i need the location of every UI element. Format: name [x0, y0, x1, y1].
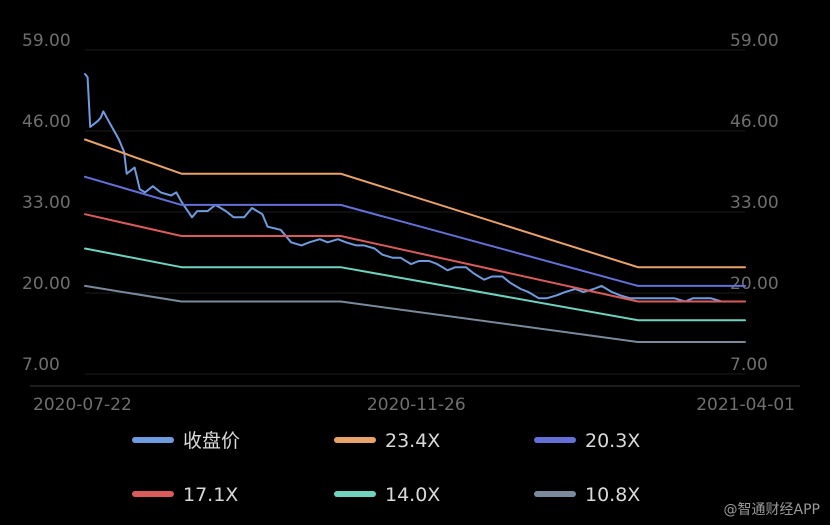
legend: 收盘价 23.4X 20.3X 17.1X 14.0X 10.8X	[132, 430, 640, 506]
series-line-0	[84, 73, 746, 303]
legend-label: 17.1X	[183, 484, 238, 506]
series-line-5	[84, 284, 746, 343]
legend-label: 23.4X	[385, 430, 440, 452]
y-tick-label-right: 20.00	[730, 274, 779, 294]
legend-label: 20.3X	[585, 430, 640, 452]
y-axis-left: 59.00 46.00 33.00 20.00 7.00	[22, 31, 71, 375]
watermark-text: @智通财经APP	[724, 502, 820, 518]
legend-label: 收盘价	[183, 430, 240, 452]
y-tick-label-right: 7.00	[730, 355, 768, 375]
y-tick-label-left: 46.00	[22, 112, 71, 132]
legend-label: 10.8X	[585, 484, 640, 506]
grid-lines	[85, 49, 745, 375]
x-tick-label: 2020-11-26	[367, 395, 466, 415]
y-tick-label-left: 7.00	[22, 355, 60, 375]
x-tick-label: 2020-07-22	[33, 395, 132, 415]
series-line-2	[84, 175, 746, 287]
y-tick-label-right: 46.00	[730, 112, 779, 132]
y-tick-label-right: 33.00	[730, 193, 779, 213]
series-line-1	[84, 138, 746, 269]
y-tick-label-left: 33.00	[22, 193, 71, 213]
x-tick-label: 2021-04-01	[696, 395, 795, 415]
y-axis-right: 59.00 46.00 33.00 20.00 7.00	[730, 31, 779, 375]
series-line-3	[84, 213, 746, 303]
x-axis: 2020-07-22 2020-11-26 2021-04-01	[30, 385, 800, 415]
y-tick-label-left: 20.00	[22, 274, 71, 294]
y-tick-label-left: 59.00	[22, 31, 71, 51]
legend-label: 14.0X	[385, 484, 440, 506]
series-lines	[84, 73, 746, 343]
y-tick-label-right: 59.00	[730, 31, 779, 51]
series-line-4	[84, 247, 746, 322]
